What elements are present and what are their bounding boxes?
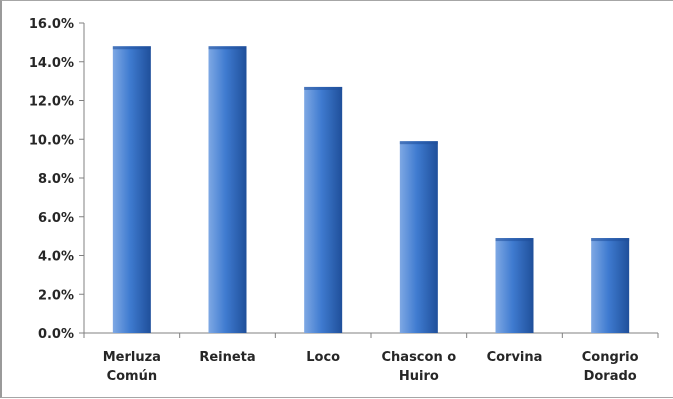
labels: 0.0% 2.0% 4.0% 6.0% 8.0% 10.0% 12.0% 14.0% 16.0%… [29, 17, 639, 384]
x-category-label: Reineta [199, 350, 255, 365]
bar-rect [304, 86, 343, 333]
bar-top-cap [399, 141, 438, 145]
bars [112, 46, 630, 333]
x-category-label: Chascon o [382, 350, 457, 365]
bar-top-cap [112, 46, 151, 50]
y-tick-label: 12.0% [29, 95, 74, 110]
bar-top-cap [495, 238, 534, 242]
axes [79, 22, 659, 338]
bar-rect [591, 238, 630, 333]
bar [591, 238, 630, 333]
bar [112, 46, 151, 333]
x-category-label: Huiro [399, 369, 439, 384]
bar [304, 86, 343, 333]
bar-rect [208, 46, 247, 333]
bar-rect [112, 46, 151, 333]
bar [399, 141, 438, 333]
bar-rect [399, 141, 438, 333]
x-category-label: Dorado [584, 369, 637, 384]
x-category-label: Loco [306, 350, 340, 365]
y-tick-label: 14.0% [29, 56, 74, 71]
y-tick-label: 2.0% [38, 288, 74, 303]
bar-top-cap [208, 46, 247, 50]
bar [495, 238, 534, 333]
x-category-label: Congrio [582, 350, 639, 365]
y-tick-label: 16.0% [29, 17, 74, 32]
bar-top-cap [304, 86, 343, 90]
y-tick-label: 6.0% [38, 211, 74, 226]
bar [208, 46, 247, 333]
y-tick-label: 8.0% [38, 172, 74, 187]
x-category-label: Corvina [487, 350, 543, 365]
bar-top-cap [591, 238, 630, 242]
x-category-label: Común [107, 369, 158, 384]
x-category-label: Merluza [103, 350, 161, 365]
y-tick-label: 4.0% [38, 250, 74, 265]
y-tick-label: 10.0% [29, 133, 74, 148]
bar-rect [495, 238, 534, 333]
y-tick-label: 0.0% [38, 327, 74, 342]
